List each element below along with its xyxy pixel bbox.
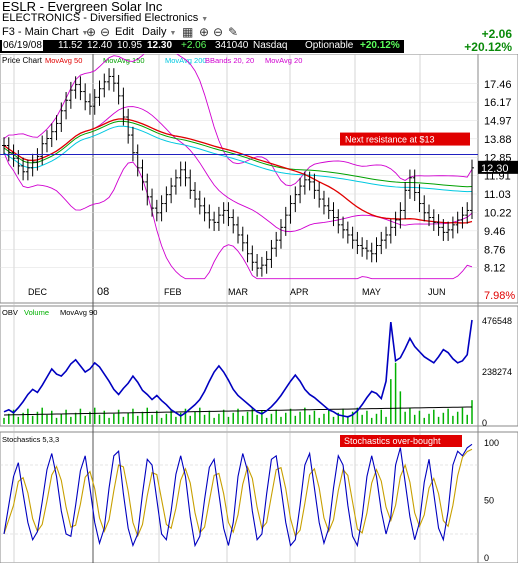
stochastics-annotation-box [340, 435, 462, 447]
quote-exchange: Nasdaq [253, 40, 288, 51]
main-chart-selector[interactable]: F3 - Main Chart ▼ [2, 26, 88, 38]
stochastics-k-line [3, 443, 473, 548]
price-chart-title: Price Chart [2, 56, 43, 65]
price-legend-item: MovAvg 50 [45, 56, 82, 65]
x-tick-label: JUN [428, 287, 446, 297]
volume-ma-line [3, 406, 473, 416]
x-tick-label: DEC [28, 287, 48, 297]
quote-date: 06/19/08 [2, 40, 43, 51]
stochastics-tick-label: 0 [484, 553, 489, 563]
stochastics-panel [0, 431, 518, 563]
x-tick-label: FEB [164, 287, 182, 297]
y-tick-label: 17.46 [484, 79, 512, 91]
chevron-down-icon: ▼ [81, 30, 89, 37]
edit-button[interactable]: Edit [115, 26, 134, 38]
quote-high: 12.40 [87, 40, 113, 51]
chart-area: DEC 08 FEB MAR APR MAY JUN 17.46 16.17 14.97 13.88… [0, 54, 518, 563]
stochastics-tick-label: 100 [484, 438, 499, 448]
volume-legend: Volume [24, 308, 49, 317]
y-tick-label: 16.17 [484, 97, 512, 109]
sector-dropdown[interactable]: ELECTRONICS - Diversified Electronics ▼ [2, 12, 208, 24]
ma50-line [3, 118, 473, 224]
quote-close: 12.30 [147, 40, 173, 51]
zoom-in-icon[interactable]: ⊕ [86, 25, 97, 39]
price-legend-item: MovAvg 150 [103, 56, 145, 65]
pencil-icon[interactable]: ✎ [228, 25, 239, 39]
obv-line [3, 319, 473, 418]
last-price-label: 12.30 [481, 163, 509, 175]
volume-ma-legend: MovAvg 90 [60, 308, 97, 317]
resistance-annotation: Next resistance at $13 [345, 135, 435, 145]
quote-low: 10.95 [117, 40, 143, 51]
resistance-annotation-box [340, 132, 470, 146]
zoom-out-icon[interactable]: ⊖ [213, 25, 224, 39]
quote-bar: 06/19/08 11.52 12.40 10.95 12.30 +2.06 3… [0, 40, 404, 53]
y-tick-label: 9.46 [484, 226, 505, 238]
chart-header: ESLR - Evergreen Solar Inc ELECTRONICS -… [0, 0, 518, 54]
y-tick-label: 8.12 [484, 263, 505, 275]
quote-open: 11.52 [58, 40, 83, 51]
volume-tick-label: 476548 [482, 316, 512, 326]
price-legend-item: MovAvg 200 [165, 56, 207, 65]
zoom-out-icon[interactable]: ⊖ [100, 25, 111, 39]
stochastics-tick-label: 50 [484, 496, 494, 506]
y-tick-label: 13.88 [484, 134, 512, 146]
volume-tick-label: 0 [482, 418, 487, 428]
bollinger-lower [3, 152, 473, 280]
change-percent: +20.12% [464, 40, 512, 54]
stochastics-annotation: Stochastics over-bought [344, 436, 441, 446]
volume-panel [0, 305, 518, 427]
edit-label: Edit [115, 26, 134, 38]
chevron-down-icon: ▼ [201, 16, 209, 23]
last-price-tag [478, 160, 518, 174]
y-tick-label: 14.97 [484, 116, 512, 128]
x-tick-label: MAY [362, 287, 381, 297]
ma200-line [3, 125, 473, 193]
x-tick-label: 08 [97, 286, 109, 298]
zoom-in-icon[interactable]: ⊕ [199, 25, 210, 39]
x-tick-label: MAR [228, 287, 249, 297]
sector-label: ELECTRONICS - Diversified Electronics [2, 12, 199, 24]
quote-volume: 341040 [215, 40, 249, 51]
ticker-title: ESLR - Evergreen Solar Inc [2, 0, 163, 14]
y-tick-label: 10.22 [484, 207, 512, 219]
price-panel [0, 54, 518, 304]
grid-icon[interactable]: ▦ [182, 25, 194, 39]
y-tick-label: 8.76 [484, 244, 505, 256]
quote-change: +2.06 [181, 40, 207, 51]
stochastics-d-line [3, 448, 473, 538]
quote-optionable: Optionable [305, 40, 354, 51]
period-label: Daily [142, 26, 167, 38]
stochastics-legend: Stochastics 5,3,3 [2, 435, 59, 444]
bollinger-upper [3, 54, 473, 187]
main-chart-label: F3 - Main Chart [2, 26, 79, 38]
period-dropdown[interactable]: Daily ▼ [142, 26, 176, 38]
chevron-down-icon: ▼ [169, 30, 177, 37]
price-legend-item: BBands 20, 20 [205, 56, 254, 65]
volume-tick-label: 238274 [482, 367, 512, 377]
quote-percent: +20.12% [360, 40, 400, 51]
price-legend-item: MovAvg 20 [265, 56, 302, 65]
percent-change-label: 7.98% [484, 290, 515, 302]
obv-legend: OBV [2, 308, 18, 317]
x-tick-label: APR [290, 287, 309, 297]
change-absolute: +2.06 [481, 27, 512, 41]
y-tick-label: 11.03 [484, 189, 511, 201]
